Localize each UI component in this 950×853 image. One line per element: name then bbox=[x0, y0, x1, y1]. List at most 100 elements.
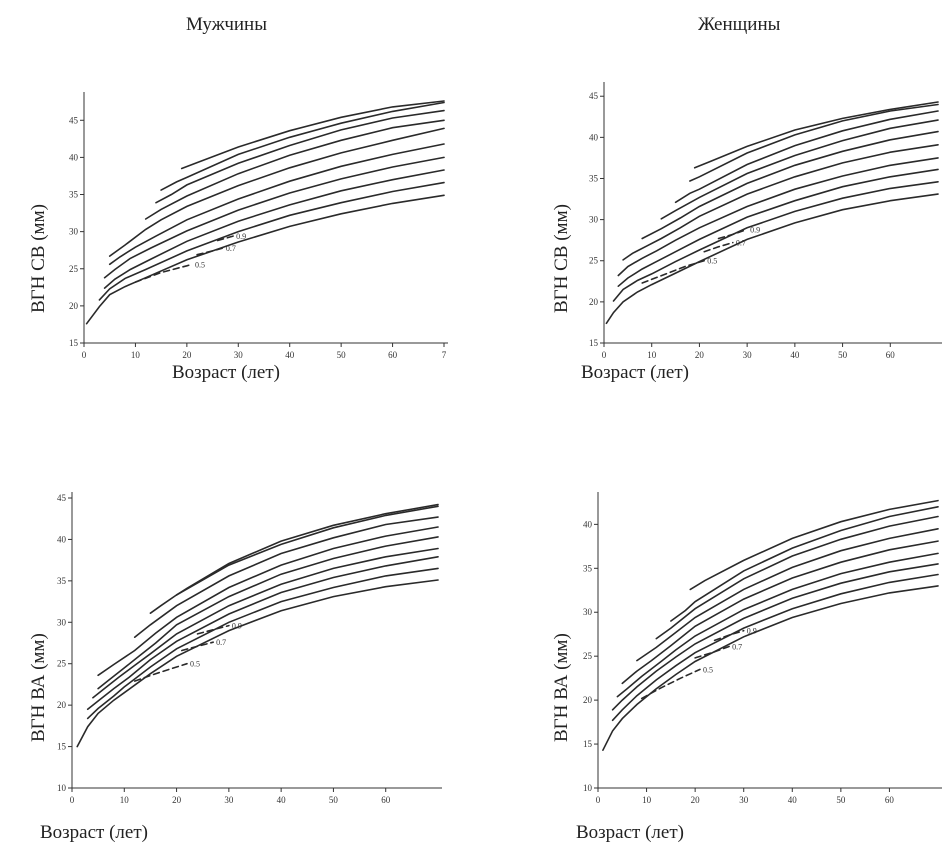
column-title-women: Женщины bbox=[698, 14, 781, 35]
y-tick-label: 35 bbox=[57, 576, 67, 586]
percentile-curve-10 bbox=[670, 506, 939, 622]
y-tick-label: 30 bbox=[583, 607, 593, 617]
y-tick-label: 15 bbox=[583, 739, 593, 749]
y-tick-label: 30 bbox=[57, 617, 67, 627]
y-tick-label: 15 bbox=[69, 338, 79, 348]
chart-panel-men-ba: 0 10 20 30 40 50 60 10 15 20 25 30 35 40 45 0.5 0.7 0.9 В… bbox=[0, 470, 475, 853]
percentile-curve-3 bbox=[605, 193, 939, 325]
x-tick-label: 40 bbox=[285, 350, 295, 360]
series-label-0-5: 0.5 bbox=[707, 257, 717, 266]
y-tick-label: 40 bbox=[69, 152, 79, 162]
x-axis-label: Возраст (лет) bbox=[172, 362, 280, 383]
y-tick-label: 40 bbox=[57, 534, 67, 544]
percentile-curve-6 bbox=[92, 547, 439, 699]
percentile-curve-5 bbox=[611, 563, 939, 711]
x-tick-label: 20 bbox=[691, 795, 701, 805]
x-tick-label: 30 bbox=[739, 795, 749, 805]
y-tick-label: 25 bbox=[69, 264, 79, 274]
x-tick-label: 30 bbox=[743, 350, 753, 360]
percentile-curve-11 bbox=[175, 503, 439, 596]
percentile-curve-9 bbox=[133, 516, 439, 638]
y-tick-label: 25 bbox=[583, 651, 593, 661]
percentile-curve-8 bbox=[108, 127, 445, 257]
percentile-curve-8 bbox=[641, 130, 939, 240]
x-tick-label: 60 bbox=[885, 795, 895, 805]
percentile-curve-7 bbox=[622, 144, 939, 261]
percentile-curve-10 bbox=[674, 110, 939, 204]
x-tick-label: 20 bbox=[695, 350, 705, 360]
y-tick-label: 40 bbox=[583, 519, 593, 529]
percentile-curve-10 bbox=[155, 109, 445, 204]
percentile-curve-5 bbox=[103, 169, 445, 289]
x-tick-label: 40 bbox=[788, 795, 798, 805]
x-axis-label: Возраст (лет) bbox=[581, 362, 689, 383]
percentile-curve-3 bbox=[85, 194, 445, 325]
percentile-line-0-9 bbox=[216, 235, 234, 242]
y-tick-label: 15 bbox=[57, 742, 67, 752]
x-tick-label: 60 bbox=[388, 350, 398, 360]
percentile-curve-4 bbox=[612, 181, 939, 302]
x-tick-label: 10 bbox=[647, 350, 657, 360]
percentile-curve-4 bbox=[611, 573, 939, 722]
percentile-curve-7 bbox=[97, 536, 439, 690]
percentile-curve-7 bbox=[108, 143, 445, 266]
percentile-curve-6 bbox=[616, 552, 939, 698]
y-tick-label: 20 bbox=[583, 695, 593, 705]
x-tick-label: 10 bbox=[131, 350, 141, 360]
y-tick-label: 20 bbox=[69, 301, 79, 311]
y-tick-label: 35 bbox=[69, 190, 79, 200]
y-tick-label: 10 bbox=[57, 783, 67, 793]
percentile-curve-9 bbox=[660, 119, 939, 220]
percentile-curve-11 bbox=[689, 103, 939, 182]
y-tick-label: 45 bbox=[57, 493, 67, 503]
x-tick-label: 60 bbox=[381, 795, 391, 805]
percentile-curve-9 bbox=[144, 119, 445, 220]
chart-panel-women-ba: 0 10 20 30 40 50 60 10 15 20 25 30 35 40 0.5 0.7 0.9 ВГН… bbox=[520, 470, 950, 853]
y-tick-label: 35 bbox=[583, 563, 593, 573]
x-tick-label: 50 bbox=[836, 795, 846, 805]
series-label-0-9: 0.9 bbox=[236, 232, 246, 241]
column-title-men: Мужчины bbox=[186, 14, 267, 35]
percentile-line-0-7 bbox=[703, 241, 734, 253]
percentile-curve-4 bbox=[86, 567, 439, 720]
percentile-curve-12 bbox=[693, 101, 939, 169]
chart-panel-women-cb: 0 10 20 30 40 50 60 15 20 25 30 35 40 45 0.5 0.7 0.9 ВГН… bbox=[520, 40, 950, 410]
percentile-curve-10 bbox=[149, 505, 439, 614]
y-tick-label: 45 bbox=[589, 91, 599, 101]
x-tick-label: 10 bbox=[120, 795, 130, 805]
x-tick-label: 60 bbox=[886, 350, 896, 360]
percentile-curve-12 bbox=[180, 100, 445, 170]
y-tick-label: 25 bbox=[589, 256, 599, 266]
percentile-curve-8 bbox=[97, 526, 439, 677]
percentile-curve-6 bbox=[103, 156, 445, 279]
percentile-curve-5 bbox=[86, 556, 439, 711]
percentile-curve-11 bbox=[160, 101, 445, 191]
x-tick-label: 40 bbox=[790, 350, 800, 360]
series-label-0-5: 0.5 bbox=[703, 665, 713, 674]
x-tick-label: 0 bbox=[82, 350, 87, 360]
series-label-0-5: 0.5 bbox=[195, 260, 205, 269]
x-axis-label: Возраст (лет) bbox=[40, 822, 148, 843]
y-axis-label: ВГН СВ (мм) bbox=[28, 204, 49, 313]
percentile-curve-4 bbox=[98, 181, 445, 301]
x-tick-label: 10 bbox=[642, 795, 652, 805]
x-tick-label: 0 bbox=[602, 350, 607, 360]
x-tick-label: 50 bbox=[337, 350, 347, 360]
percentile-curve-9 bbox=[655, 515, 939, 640]
x-tick-label: 30 bbox=[224, 795, 234, 805]
series-label-0-9: 0.9 bbox=[747, 627, 757, 636]
y-axis-label: ВГН ВА (мм) bbox=[551, 633, 572, 742]
series-label-0-9: 0.9 bbox=[232, 622, 242, 631]
y-axis-label: ВГН ВА (мм) bbox=[28, 633, 49, 742]
y-axis-label: ВГН СВ (мм) bbox=[551, 204, 572, 313]
x-tick-label: 40 bbox=[277, 795, 287, 805]
chart-plot: 0 10 20 30 40 50 60 7 15 20 25 30 35 40 45 0.5 0.70.9 bbox=[69, 92, 448, 360]
series-label-0-7: 0.7 bbox=[732, 643, 742, 652]
x-tick-label: 7 bbox=[442, 350, 447, 360]
percentile-curve-3 bbox=[602, 585, 939, 751]
x-tick-label: 30 bbox=[234, 350, 244, 360]
y-tick-label: 20 bbox=[57, 700, 67, 710]
x-tick-label: 0 bbox=[596, 795, 601, 805]
